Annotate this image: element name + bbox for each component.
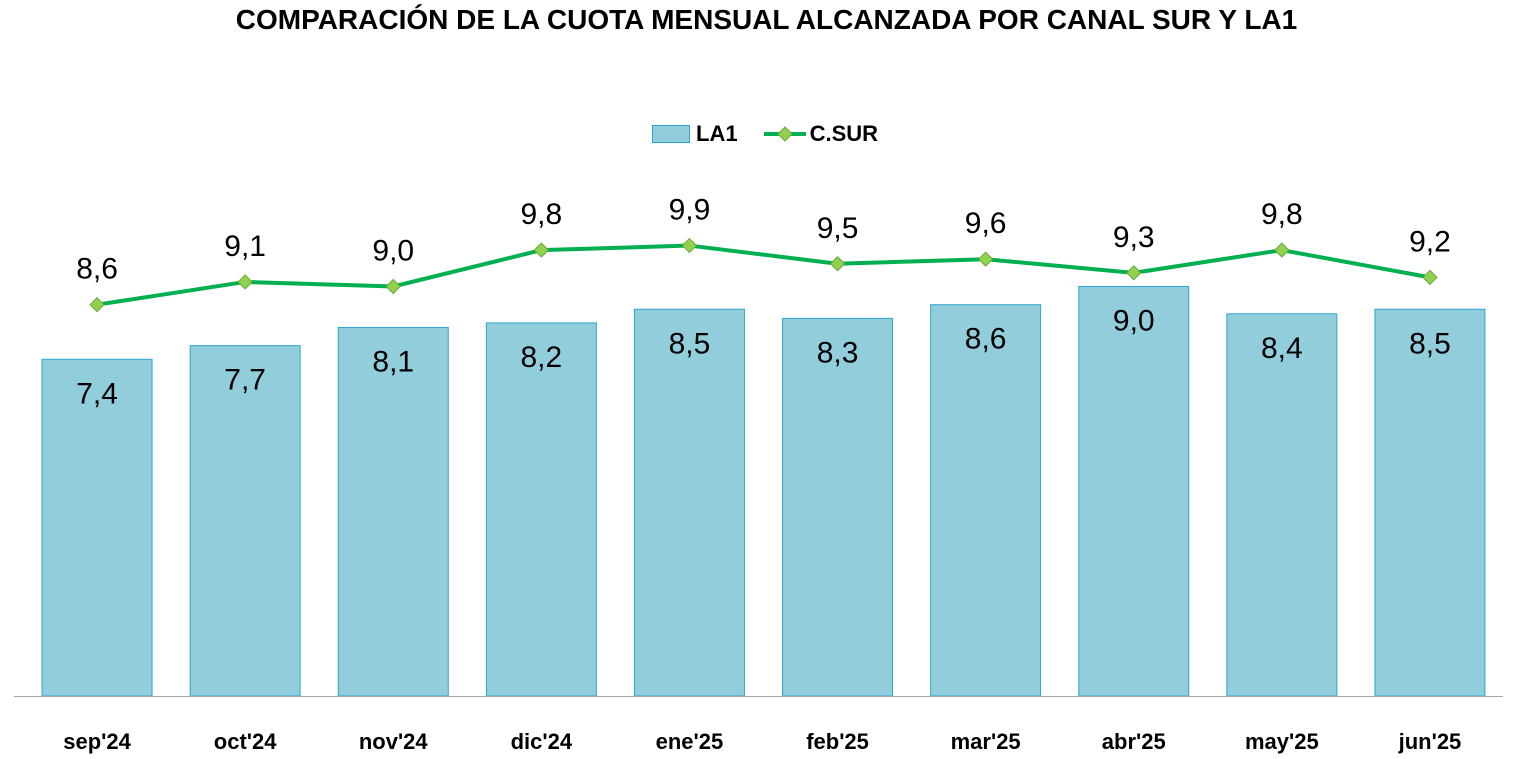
point-label-csur-7: 9,3 (1113, 221, 1155, 254)
bar-la1-2 (337, 326, 449, 697)
point-label-csur-3: 9,8 (520, 198, 562, 231)
legend-entry-csur: C.SUR (763, 121, 879, 147)
legend: LA1 C.SUR (652, 120, 904, 148)
bar-la1-1 (189, 345, 301, 697)
x-tick-label-5: feb'25 (806, 729, 869, 754)
point-csur-5 (829, 256, 846, 272)
x-tick-label-6: mar'25 (951, 729, 1021, 754)
bar-label-la1-5: 8,3 (817, 336, 859, 369)
point-label-csur-1: 9,1 (224, 230, 266, 263)
bar-la1-9 (1374, 308, 1486, 697)
x-tick-label-1: oct'24 (214, 729, 277, 754)
x-tick-label-9: jun'25 (1398, 729, 1462, 754)
point-csur-7 (1126, 265, 1142, 281)
legend-label-csur: C.SUR (809, 121, 879, 146)
x-tick-label-0: sep'24 (63, 729, 131, 754)
legend-swatch-csur (763, 126, 806, 142)
legend-entry-la1: LA1 (652, 121, 738, 147)
point-csur-3 (533, 242, 550, 258)
point-label-csur-2: 9,0 (372, 235, 414, 268)
bar-label-la1-0: 7,4 (76, 377, 118, 410)
point-csur-6 (977, 251, 994, 267)
bar-label-la1-1: 7,7 (224, 364, 266, 397)
bar-la1-6 (930, 304, 1042, 697)
point-csur-8 (1274, 242, 1290, 258)
point-label-csur-4: 9,9 (669, 194, 711, 227)
bar-label-la1-3: 8,2 (520, 341, 562, 374)
point-label-csur-6: 9,6 (965, 207, 1007, 240)
x-tick-label-4: ene'25 (656, 729, 724, 754)
bar-label-la1-4: 8,5 (669, 327, 711, 360)
x-tick-label-7: abr'25 (1102, 729, 1166, 754)
bar-label-la1-2: 8,1 (372, 345, 414, 378)
point-label-csur-9: 9,2 (1409, 225, 1451, 258)
bar-la1-5 (782, 317, 894, 697)
bar-la1-8 (1226, 313, 1338, 697)
point-label-csur-8: 9,8 (1261, 198, 1303, 231)
legend-swatch-la1 (652, 125, 690, 143)
x-tick-label-8: may'25 (1245, 729, 1319, 754)
bar-label-la1-6: 8,6 (965, 323, 1007, 356)
bar-label-la1-7: 9,0 (1113, 305, 1155, 338)
legend-label-la1: LA1 (696, 121, 738, 146)
bar-label-la1-8: 8,4 (1261, 332, 1303, 365)
x-tick-label-3: dic'24 (511, 729, 573, 754)
line-csur (96, 243, 1431, 307)
point-csur-4 (681, 237, 698, 254)
bar-la1-3 (485, 322, 597, 697)
bar-la1-4 (633, 308, 745, 697)
point-csur-1 (237, 274, 253, 290)
point-csur-9 (1422, 269, 1438, 286)
point-csur-0 (89, 296, 105, 313)
bar-label-la1-9: 8,5 (1409, 327, 1451, 360)
point-label-csur-0: 8,6 (76, 253, 118, 286)
bar-la1-7 (1078, 286, 1190, 697)
x-tick-label-2: nov'24 (359, 729, 429, 754)
point-csur-2 (385, 278, 401, 295)
chart-title: COMPARACIÓN DE LA CUOTA MENSUAL ALCANZAD… (235, 4, 1298, 35)
point-label-csur-5: 9,5 (817, 212, 859, 245)
bar-la1-0 (41, 358, 153, 697)
